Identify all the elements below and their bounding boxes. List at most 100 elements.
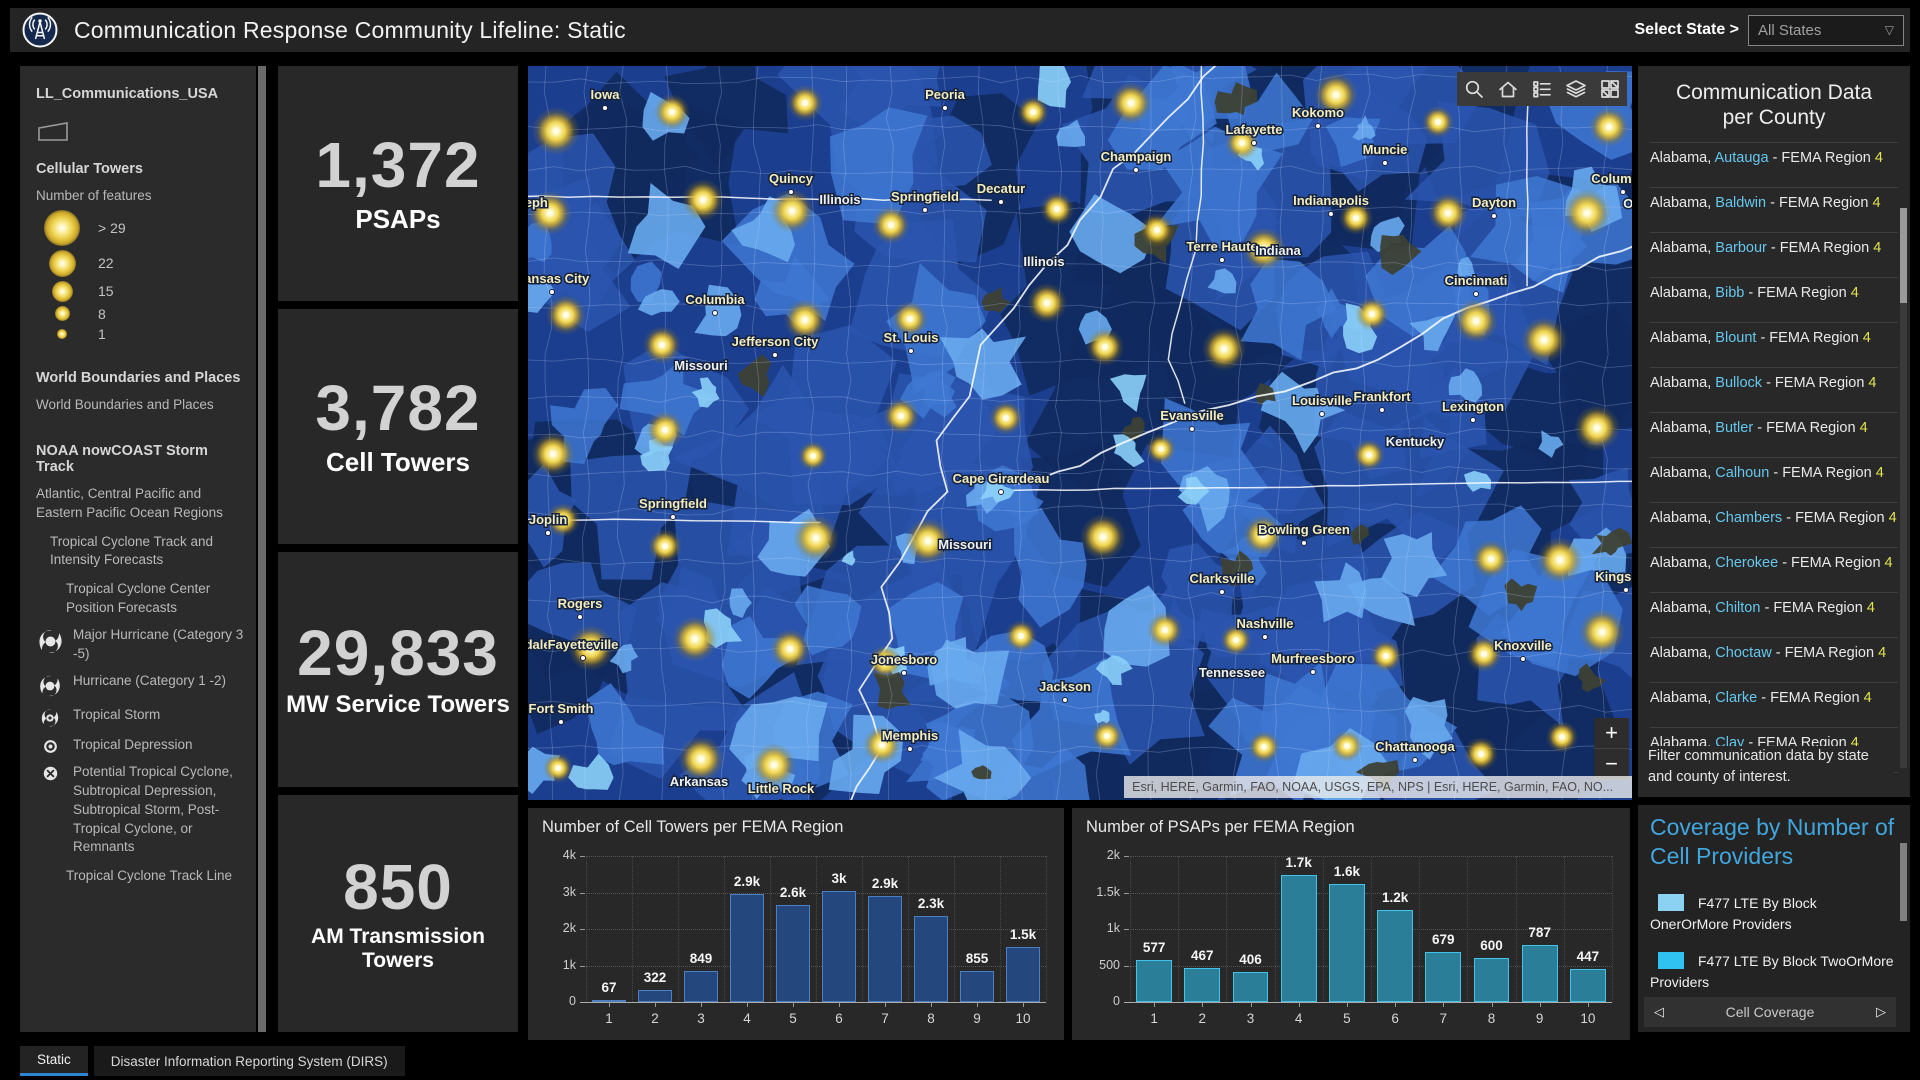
- tab-dirs[interactable]: Disaster Information Reporting System (D…: [93, 1046, 405, 1076]
- bar-7[interactable]: [1425, 952, 1462, 1002]
- y-axis-tick-label: 2k: [1106, 848, 1120, 862]
- layers-icon[interactable]: [1559, 72, 1593, 106]
- sidebar-scrollbar[interactable]: [258, 66, 266, 1032]
- bar-3[interactable]: [683, 971, 718, 1002]
- bar-3[interactable]: [1232, 972, 1269, 1002]
- svg-text:St. Joseph: St. Joseph: [528, 195, 548, 210]
- svg-text:Terre Haute: Terre Haute: [1186, 239, 1257, 254]
- kpi-psaps: 1,372 PSAPs: [278, 66, 518, 301]
- state-dropdown[interactable]: All States ▽: [1748, 14, 1904, 46]
- kpi-am-towers: 850 AM Transmission Towers: [278, 795, 518, 1032]
- map[interactable]: Iowa Peoria Kokomo Lafayette Muncie Champaign…: [528, 66, 1632, 800]
- tropical-depression-icon: [36, 736, 64, 755]
- bar-value-label: 577: [1142, 939, 1166, 955]
- bar-2[interactable]: [637, 990, 672, 1002]
- potential-tropical-cyclone-icon: [36, 763, 64, 782]
- basemap-icon[interactable]: [1593, 72, 1627, 106]
- chart-psaps-per-fema-region: Number of PSAPs per FEMA Region 0 500 1k 1.5…: [1072, 808, 1630, 1040]
- county-list-item[interactable]: Alabama, Bibb - FEMA Region 4: [1650, 278, 1898, 324]
- svg-text:St. Louis: St. Louis: [884, 330, 939, 345]
- map-canvas[interactable]: Iowa Peoria Kokomo Lafayette Muncie Champaign…: [528, 66, 1632, 800]
- county-list-item[interactable]: Alabama, Baldwin - FEMA Region 4: [1650, 188, 1898, 234]
- legend-section-title: World Boundaries and Places: [36, 369, 241, 386]
- bar-4[interactable]: [1280, 874, 1317, 1002]
- tab-static[interactable]: Static: [20, 1046, 88, 1076]
- svg-text:Lexington: Lexington: [1442, 399, 1504, 414]
- bar-value-label: 1.6k: [1333, 864, 1361, 880]
- bar-10[interactable]: [1570, 969, 1606, 1002]
- county-list-item[interactable]: Alabama, Chambers - FEMA Region 4: [1650, 503, 1898, 549]
- map-zoom-control: + −: [1594, 718, 1629, 780]
- svg-text:Indianapolis: Indianapolis: [1293, 193, 1369, 208]
- x-axis-tick-label: 7: [881, 1011, 889, 1026]
- pager-right-icon[interactable]: ▷: [1876, 1004, 1886, 1019]
- county-list-item[interactable]: Alabama, Cherokee - FEMA Region 4: [1650, 548, 1898, 594]
- y-axis-tick-label: 0: [1113, 994, 1120, 1008]
- bar-7[interactable]: [867, 896, 902, 1002]
- legend-symbol-entry: Hurricane (Category 1 -2): [36, 672, 244, 698]
- search-icon[interactable]: [1457, 72, 1491, 106]
- bar-5[interactable]: [775, 905, 810, 1002]
- bar-4[interactable]: [729, 894, 764, 1002]
- county-list-item[interactable]: Alabama, Barbour - FEMA Region 4: [1650, 233, 1898, 279]
- bar-8[interactable]: [1473, 958, 1510, 1002]
- x-axis-tick-label: 10: [1580, 1011, 1596, 1026]
- svg-text:Chattanooga: Chattanooga: [1375, 739, 1455, 754]
- legend-dot-label: 22: [98, 255, 114, 272]
- bar-6[interactable]: [1377, 910, 1413, 1002]
- zoom-out-button[interactable]: −: [1594, 749, 1629, 780]
- tower-glow-dot-icon: [57, 328, 67, 339]
- svg-text:Rogers: Rogers: [558, 596, 603, 611]
- select-state-label: Select State >: [1634, 21, 1740, 38]
- svg-text:Jackson: Jackson: [1039, 679, 1091, 694]
- bar-1[interactable]: [1136, 959, 1172, 1002]
- pager-left-icon[interactable]: ◁: [1654, 1004, 1664, 1019]
- legend-icon[interactable]: [1525, 72, 1559, 106]
- state-dropdown-value: All States: [1758, 21, 1822, 39]
- svg-text:Kingsport: Kingsport: [1595, 569, 1632, 584]
- bar-value-label: 406: [1239, 952, 1262, 968]
- tower-glow-dot-icon: [44, 209, 80, 246]
- legend-item-label: Tropical Cyclone Center Position Forecas…: [66, 581, 211, 616]
- y-axis-tick-label: 2k: [562, 921, 576, 935]
- home-icon[interactable]: [1491, 72, 1525, 106]
- county-list-item[interactable]: Alabama, Butler - FEMA Region 4: [1650, 413, 1898, 459]
- bar-1[interactable]: [591, 999, 626, 1002]
- legend-section-title: NOAA nowCOAST Storm Track: [36, 442, 208, 475]
- coverage-panel-title: Coverage by Number of Cell Providers: [1650, 814, 1895, 869]
- bar-6[interactable]: [821, 890, 856, 1002]
- coverage-pager: ◁ Cell Coverage ▷: [1644, 997, 1896, 1027]
- zoom-in-button[interactable]: +: [1594, 718, 1629, 749]
- svg-text:Murfreesboro: Murfreesboro: [1271, 651, 1355, 666]
- app-header: Communication Response Community Lifelin…: [10, 8, 1910, 52]
- x-axis-tick-label: 4: [743, 1011, 751, 1026]
- x-axis-tick-label: 8: [927, 1011, 935, 1026]
- bar-2[interactable]: [1184, 967, 1221, 1002]
- bar-9[interactable]: [959, 970, 994, 1002]
- county-list-item[interactable]: Alabama, Autauga - FEMA Region 4: [1650, 143, 1898, 189]
- bar-value-label: 1.5k: [1009, 927, 1037, 943]
- county-list-item[interactable]: Alabama, Clarke - FEMA Region 4: [1650, 683, 1898, 729]
- tropical-storm-icon: [36, 706, 64, 728]
- bar-value-label: 679: [1432, 932, 1455, 948]
- county-list-item[interactable]: Alabama, Blount - FEMA Region 4: [1650, 323, 1898, 369]
- bar-9[interactable]: [1521, 944, 1558, 1002]
- county-list-item[interactable]: Alabama, Calhoun - FEMA Region 4: [1650, 458, 1898, 504]
- legend-dot-label: 8: [98, 305, 106, 322]
- legend-dot-label: 15: [98, 283, 114, 300]
- x-axis-tick-label: 4: [1294, 1011, 1303, 1026]
- major-hurricane-icon: [36, 626, 64, 655]
- svg-text:Decatur: Decatur: [977, 181, 1025, 196]
- county-list-item[interactable]: Alabama, Chilton - FEMA Region 4: [1650, 593, 1898, 639]
- svg-text:Ohio: Ohio: [1623, 196, 1632, 211]
- coverage-scrollbar[interactable]: [1900, 843, 1907, 921]
- bar-10[interactable]: [1005, 947, 1040, 1002]
- svg-text:Nashville: Nashville: [1236, 616, 1293, 631]
- legend-item-label: Number of features: [36, 188, 152, 203]
- county-list-item[interactable]: Alabama, Choctaw - FEMA Region 4: [1650, 638, 1898, 684]
- county-list-item[interactable]: Alabama, Bullock - FEMA Region 4: [1650, 368, 1898, 414]
- bar-value-label: 600: [1480, 938, 1503, 954]
- bar-5[interactable]: [1329, 884, 1365, 1002]
- county-list-scrollbar[interactable]: [1900, 208, 1907, 768]
- bar-8[interactable]: [913, 916, 948, 1002]
